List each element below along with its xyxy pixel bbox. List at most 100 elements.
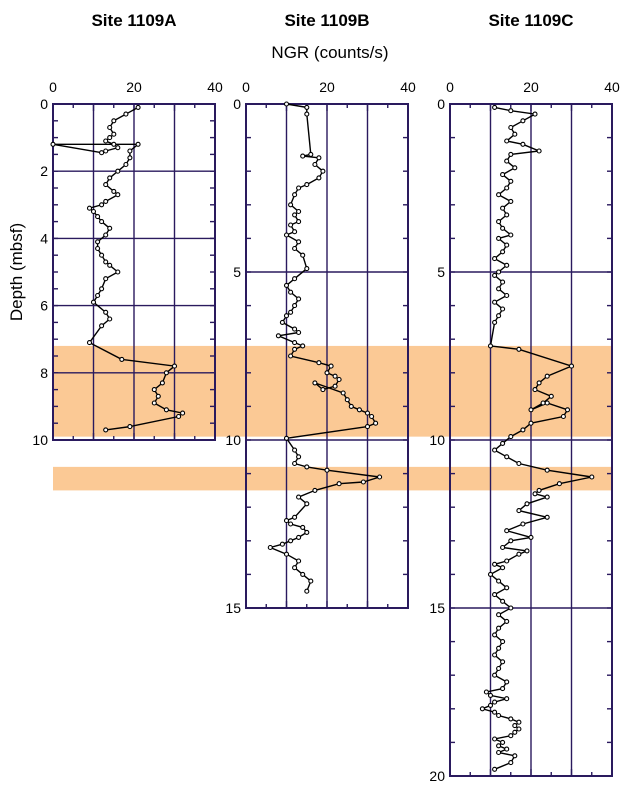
data-point	[111, 188, 117, 194]
y-tick-label: 0	[437, 96, 445, 112]
data-point	[504, 528, 510, 534]
data-point	[496, 625, 502, 631]
data-point	[119, 356, 125, 362]
data-point	[312, 487, 318, 493]
y-tick-label: 5	[437, 264, 445, 280]
data-point	[155, 393, 161, 399]
data-point	[528, 420, 534, 426]
data-point	[127, 148, 133, 154]
data-point	[364, 410, 371, 416]
data-point	[532, 111, 538, 117]
x-tick-label: 0	[49, 79, 57, 95]
data-point	[103, 259, 109, 265]
data-point	[564, 407, 571, 413]
highlight-bands	[53, 345, 612, 491]
data-point	[540, 400, 546, 406]
data-point	[316, 360, 322, 366]
data-point	[496, 749, 502, 756]
data-point	[288, 521, 294, 527]
data-point	[103, 138, 109, 144]
data-point	[316, 175, 322, 181]
data-point	[492, 592, 498, 598]
data-point	[292, 447, 298, 453]
data-point	[516, 508, 522, 514]
data-point	[300, 343, 306, 349]
data-point	[296, 534, 302, 540]
y-tick-label: 2	[40, 163, 48, 179]
data-point	[288, 202, 294, 208]
data-point	[520, 118, 526, 124]
data-point	[283, 518, 290, 524]
x-tick-label: 0	[242, 79, 250, 95]
data-point	[516, 719, 522, 725]
data-point	[500, 565, 506, 571]
data-point	[504, 262, 510, 268]
data-point	[103, 427, 109, 433]
panel-frame	[449, 103, 613, 777]
data-point	[127, 155, 133, 161]
data-point	[115, 192, 121, 198]
data-point	[107, 135, 113, 141]
data-point	[292, 245, 298, 252]
data-point	[283, 282, 290, 288]
data-point	[512, 729, 518, 735]
data-point	[283, 313, 290, 319]
data-point	[316, 155, 322, 161]
data-point	[115, 168, 121, 174]
data-point	[292, 229, 298, 235]
x-tick-label: 40	[207, 79, 223, 95]
data-point	[544, 373, 550, 379]
data-point	[292, 565, 298, 571]
data-point	[292, 514, 298, 520]
data-point	[536, 148, 542, 154]
data-point	[504, 746, 510, 752]
data-point	[283, 232, 290, 238]
data-point	[292, 192, 298, 198]
data-point	[496, 612, 502, 618]
y-tick-label: 0	[40, 96, 48, 112]
data-point	[508, 198, 514, 204]
panel-frame	[52, 103, 216, 441]
data-point	[86, 340, 93, 346]
data-point	[360, 479, 366, 485]
x-tick-label: 0	[446, 79, 454, 95]
data-point	[300, 153, 306, 159]
data-point	[99, 286, 105, 292]
x-tick-label: 20	[319, 79, 335, 95]
panel-frame	[245, 103, 409, 609]
data-point	[492, 561, 498, 567]
data-point	[288, 353, 294, 359]
data-point	[504, 138, 510, 144]
data-point	[279, 541, 285, 547]
data-point	[528, 534, 534, 540]
data-point	[512, 165, 518, 171]
data-point	[508, 124, 514, 131]
data-point	[304, 501, 310, 507]
y-tick-label: 6	[40, 298, 48, 314]
panel-title: Site 1109A	[91, 11, 176, 30]
data-point	[107, 316, 113, 322]
data-point	[492, 256, 498, 262]
data-point	[288, 538, 294, 544]
data-point	[524, 501, 530, 507]
data-point	[163, 370, 169, 376]
data-point	[95, 239, 101, 245]
data-point	[292, 340, 298, 346]
data-point	[107, 225, 113, 231]
data-point	[107, 175, 113, 181]
data-point	[127, 424, 133, 430]
y-tick-label: 15	[429, 600, 445, 616]
data-point	[292, 303, 298, 309]
data-point	[344, 397, 350, 403]
data-point	[95, 292, 101, 299]
x-tick-label: 40	[604, 79, 620, 95]
x-tick-label: 40	[400, 79, 416, 95]
y-tick-label: 10	[429, 432, 445, 448]
data-point	[324, 467, 330, 473]
data-point	[336, 481, 342, 487]
data-point	[176, 413, 182, 420]
data-point	[296, 558, 302, 564]
data-point	[180, 410, 186, 416]
data-point	[479, 706, 485, 712]
data-point	[163, 407, 169, 413]
